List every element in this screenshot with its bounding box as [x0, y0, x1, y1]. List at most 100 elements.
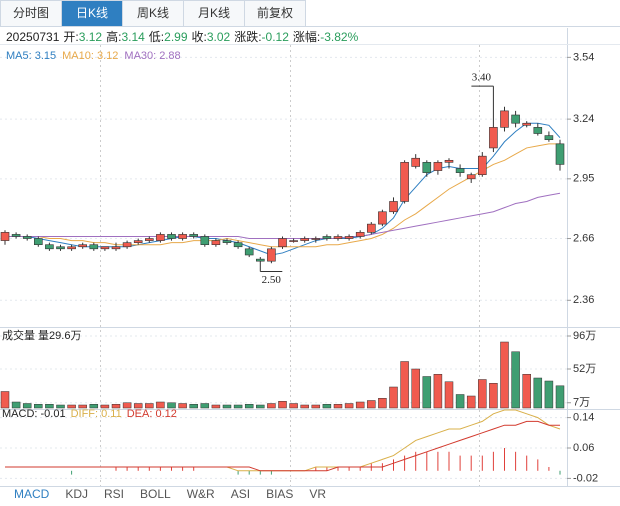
volume-bar: [333, 404, 343, 409]
indicator-tab[interactable]: W&R: [186, 487, 215, 501]
quote-label: 开:: [63, 30, 79, 44]
quote-label: 涨跌:: [234, 30, 262, 44]
legend-entry: DEA: 0.12: [127, 408, 177, 420]
y-tick-label: -0.02: [573, 472, 598, 484]
volume-bar: [133, 403, 143, 409]
volume-bar: [555, 385, 565, 409]
candle-body: [422, 162, 432, 173]
legend-entry: MA10: 3.12: [62, 50, 118, 62]
candle-body: [200, 236, 210, 246]
candle-body: [500, 110, 509, 128]
quote-value: 3.02: [206, 30, 231, 44]
volume-bar: [89, 404, 99, 409]
candle-body: [167, 234, 176, 239]
volume-bar: [533, 377, 543, 409]
candle-body: [344, 236, 354, 239]
indicator-tab[interactable]: RSI: [104, 487, 125, 501]
tab[interactable]: 日K线: [61, 0, 123, 26]
candle-body: [555, 143, 565, 165]
tab[interactable]: 周K线: [122, 0, 184, 26]
indicator-tab[interactable]: KDJ: [65, 487, 89, 501]
volume-bar: [444, 381, 454, 409]
volume-bar: [156, 401, 165, 409]
volume-bar: [289, 403, 298, 409]
candle-body: [333, 236, 343, 239]
quote-line: 20250731 开:3.12 高:3.14 低:2.99 收:3.02 涨跌:-0.12…: [6, 28, 362, 45]
volume-bar: [433, 374, 443, 409]
legend-entry: MA30: 2.88: [124, 50, 180, 62]
tab[interactable]: 月K线: [183, 0, 245, 26]
quote-label: 高:: [106, 30, 122, 44]
volume-bar: [378, 398, 387, 409]
candle-body: [33, 238, 43, 246]
candle-body: [389, 201, 398, 213]
y-tick-label: 52万: [573, 363, 596, 375]
indicator-tabs: MACD KDJ RSI BOLL W&R ASI BIAS VR: [6, 487, 334, 501]
volume-bar: [56, 404, 65, 409]
volume-bar: [478, 379, 487, 409]
candle-body: [78, 244, 87, 248]
candle-body: [366, 223, 376, 233]
indicator-tab[interactable]: ASI: [230, 487, 251, 501]
indicator-line: [5, 192, 561, 240]
candle-body: [311, 238, 321, 240]
candle-body: [67, 246, 76, 250]
tab[interactable]: 分时图: [0, 0, 62, 26]
candle-body: [45, 244, 54, 250]
indicator-tab[interactable]: BIAS: [266, 487, 294, 501]
volume-bar: [67, 404, 76, 409]
y-tick-label: 96万: [573, 330, 596, 342]
candle-body: [278, 238, 287, 248]
candle-body: [267, 248, 276, 262]
candle-body: [433, 162, 443, 171]
candle-body: [544, 135, 554, 141]
quote-value: 3.14: [121, 30, 145, 44]
candle-body: [489, 127, 498, 149]
volume-bar: [122, 402, 132, 409]
y-tick-label: 3.54: [573, 51, 594, 63]
volume-bar: [145, 403, 154, 409]
y-tick-label: 7万: [573, 397, 590, 409]
volume-bar: [267, 403, 276, 409]
y-tick-label: 3.24: [573, 113, 594, 125]
candle-body: [511, 114, 520, 124]
volume-bar: [200, 403, 210, 409]
legend-entry: DIFF: 0.11: [71, 408, 122, 420]
candle-body: [111, 246, 121, 250]
volume-bar: [322, 404, 332, 409]
y-tick-label: 2.36: [573, 294, 594, 306]
volume-bar: [222, 404, 232, 409]
y-tick-label: 2.95: [573, 173, 594, 185]
volume-bar: [0, 391, 10, 409]
legend-entry: MA5: 3.15: [6, 50, 56, 62]
tab[interactable]: 前复权: [244, 0, 306, 26]
volume-bar: [211, 404, 221, 409]
volume-bar: [78, 404, 87, 409]
volume-bar: [100, 404, 110, 409]
volume-bar: [311, 404, 321, 409]
candle-body: [244, 248, 254, 256]
candle-body: [400, 162, 409, 202]
volume-bar: [178, 403, 187, 409]
volume-bar: [11, 401, 21, 409]
candle-body: [56, 246, 65, 250]
quote-value: -0.12: [261, 30, 289, 44]
indicator-line: [5, 143, 560, 248]
candle-body: [444, 159, 454, 163]
candle-body: [145, 238, 154, 241]
legend-entry: MACD: -0.01: [2, 408, 66, 420]
quote-value: -3.82%: [320, 30, 359, 44]
indicator-tab[interactable]: MACD: [14, 487, 50, 501]
volume-bar: [411, 368, 420, 409]
quote-value: 2.99: [164, 30, 188, 44]
indicator-tab[interactable]: BOLL: [140, 487, 171, 501]
panel-title: 成交量 量29.6万: [2, 328, 81, 342]
high-label: 3.40: [472, 72, 492, 84]
candle-body: [211, 240, 221, 246]
indicator-tab[interactable]: VR: [309, 487, 327, 501]
quote-label: 低:: [148, 30, 165, 44]
quote-value: 3.12: [78, 30, 103, 44]
candle-body: [233, 242, 243, 248]
